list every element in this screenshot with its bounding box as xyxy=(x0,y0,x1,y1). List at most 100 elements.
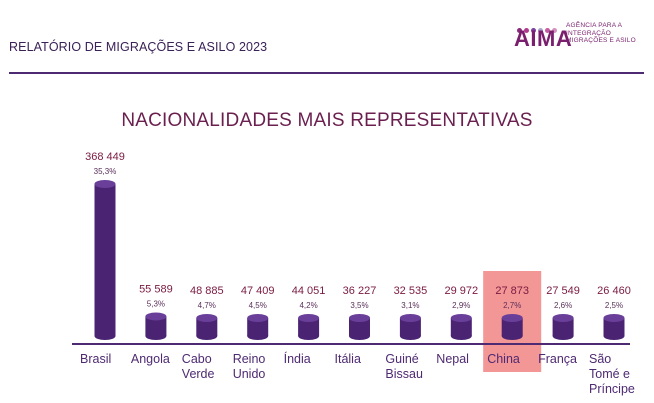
category-label-line: Unido xyxy=(233,367,266,381)
percent-label: 2,7% xyxy=(503,301,521,310)
category-label-line: China xyxy=(487,352,520,366)
value-label: 368 449 xyxy=(85,151,125,163)
logo-tagline-line: MIGRAÇÕES E ASILO xyxy=(566,37,636,44)
bar xyxy=(501,318,523,336)
logo-dots xyxy=(517,20,559,33)
bar-base xyxy=(145,332,167,340)
category-label-line: São xyxy=(589,352,611,366)
bar xyxy=(603,318,625,336)
value-label: 29 972 xyxy=(444,285,478,297)
bar-group xyxy=(399,314,421,340)
bar-group xyxy=(603,314,625,340)
value-label: 48 885 xyxy=(190,285,224,297)
category-label-line: Nepal xyxy=(436,352,469,366)
value-label: 27 549 xyxy=(546,285,580,297)
logo-tagline: AGÊNCIA PARA A INTEGRAÇÃO MIGRAÇÕES E AS… xyxy=(566,22,636,45)
bar-top xyxy=(450,314,472,322)
category-label-line: Verde xyxy=(182,367,215,381)
bar xyxy=(349,318,370,336)
category-label-line: Índia xyxy=(284,351,311,366)
bar-group xyxy=(247,314,269,340)
bar-base xyxy=(298,332,320,340)
bar-group xyxy=(145,312,167,340)
category-label-line: Príncipe xyxy=(589,382,635,396)
category-label-line: Angola xyxy=(131,352,170,366)
bar xyxy=(94,184,116,336)
value-label: 27 873 xyxy=(495,285,529,297)
category-label: Índia xyxy=(284,351,311,366)
category-label: Brasil xyxy=(80,352,111,366)
category-label-line: França xyxy=(538,352,577,366)
logo-dot xyxy=(531,28,536,33)
bar xyxy=(196,318,218,336)
bar xyxy=(552,318,574,336)
bar-group xyxy=(552,314,574,340)
bar-base xyxy=(349,332,370,340)
category-label: Reino Unido xyxy=(233,352,266,381)
category-label-line: Guiné xyxy=(385,352,418,366)
bar-base xyxy=(552,332,574,340)
value-label: 36 227 xyxy=(343,285,377,297)
category-label: China xyxy=(487,352,520,366)
logo-dot xyxy=(552,28,557,33)
category-label-line: Bissau xyxy=(385,367,423,381)
bar-base xyxy=(399,332,421,340)
percent-label: 3,1% xyxy=(401,301,419,310)
bar-group xyxy=(501,314,523,340)
bar-top xyxy=(399,314,421,322)
logo-wordmark: AIMA xyxy=(514,26,573,51)
category-label: Angola xyxy=(131,352,170,366)
category-label: França xyxy=(538,352,577,366)
value-label: 44 051 xyxy=(292,285,326,297)
bar-group xyxy=(298,314,320,340)
bar-top xyxy=(247,314,269,322)
value-label: 32 535 xyxy=(394,285,428,297)
aima-logo: AIMA AGÊNCIA PARA A INTEGRAÇÃO MIGRAÇÕES… xyxy=(514,20,646,52)
category-label-line: Tomé e xyxy=(589,367,630,381)
chart-title: NACIONALIDADES MAIS REPRESENTATIVAS xyxy=(121,110,533,131)
bar xyxy=(247,318,269,336)
value-label: 55 589 xyxy=(139,283,173,295)
bar-group xyxy=(196,314,218,340)
category-label: São Tomé e Príncipe xyxy=(589,352,635,396)
percent-label: 4,7% xyxy=(198,301,216,310)
bar-top xyxy=(196,314,218,322)
bar-top xyxy=(349,314,370,322)
logo-tagline-line: AGÊNCIA PARA A xyxy=(566,22,623,29)
category-label-line: Itália xyxy=(335,352,361,366)
category-label-line: Brasil xyxy=(80,352,111,366)
bar-top xyxy=(145,312,167,321)
category-label-line: Reino xyxy=(233,352,266,366)
bar-top xyxy=(552,314,574,322)
bar-base xyxy=(196,332,218,340)
logo-dot xyxy=(517,28,522,33)
logo-dot xyxy=(545,28,550,33)
logo-tagline-line: INTEGRAÇÃO xyxy=(566,29,611,37)
percent-label: 4,2% xyxy=(299,301,317,310)
bar-top xyxy=(603,314,625,322)
bar-base xyxy=(94,332,116,340)
logo-dot xyxy=(538,28,543,33)
bar xyxy=(145,316,167,336)
bar-top xyxy=(94,180,116,188)
percent-label: 5,3% xyxy=(147,299,165,308)
percent-label: 2,9% xyxy=(452,301,470,310)
value-label: 47 409 xyxy=(241,285,275,297)
bar xyxy=(298,318,320,336)
value-label: 26 460 xyxy=(597,285,631,297)
bar-base xyxy=(501,332,523,340)
bar-base xyxy=(247,332,269,340)
report-title: RELATÓRIO DE MIGRAÇÕES E ASILO 2023 xyxy=(9,40,268,54)
percent-label: 4,5% xyxy=(249,301,267,310)
category-label: Itália xyxy=(335,352,361,366)
bar-top xyxy=(298,314,320,322)
category-label: Cabo Verde xyxy=(182,352,215,381)
bar-group xyxy=(450,314,472,340)
category-label: Guiné Bissau xyxy=(385,352,423,381)
bar-group xyxy=(349,314,370,340)
bar-base xyxy=(450,332,472,340)
percent-label: 2,5% xyxy=(605,301,623,310)
bar xyxy=(450,318,472,336)
header-divider xyxy=(9,72,644,74)
